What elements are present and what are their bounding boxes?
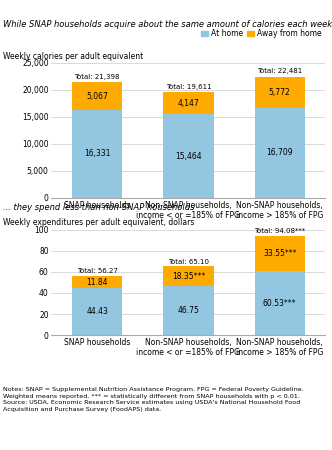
Legend: At home, Away from home: At home, Away from home	[198, 26, 324, 41]
Bar	[72, 82, 122, 110]
Bar	[163, 266, 213, 286]
Text: ... they spend less than non-SNAP households: ... they spend less than non-SNAP househ…	[3, 202, 195, 211]
Bar	[163, 286, 213, 335]
Bar	[163, 92, 213, 114]
Text: Weekly calories per adult equivalent: Weekly calories per adult equivalent	[3, 52, 143, 61]
Text: 4,147: 4,147	[178, 99, 199, 108]
Text: 5,067: 5,067	[86, 92, 108, 101]
Text: Notes: SNAP = Supplemental Nutrition Assistance Program. FPG = Federal Poverty G: Notes: SNAP = Supplemental Nutrition Ass…	[3, 387, 304, 412]
Text: 16,331: 16,331	[84, 149, 110, 158]
Bar	[255, 76, 305, 108]
Text: Total: 65.10: Total: 65.10	[168, 259, 209, 265]
Bar	[255, 236, 305, 271]
Text: 11.84: 11.84	[86, 278, 108, 287]
Text: Total: 21,398: Total: 21,398	[74, 74, 120, 80]
Text: Total: 19,611: Total: 19,611	[166, 84, 211, 90]
Text: 5,772: 5,772	[269, 88, 290, 97]
Text: Total: 94.08***: Total: 94.08***	[254, 228, 305, 234]
Text: 44.43: 44.43	[86, 307, 108, 316]
Bar	[255, 271, 305, 335]
Text: Total: 22,481: Total: 22,481	[257, 68, 302, 74]
Bar	[72, 276, 122, 288]
Text: 33.55***: 33.55***	[263, 249, 296, 258]
Text: 18.35***: 18.35***	[172, 272, 205, 281]
Bar	[163, 114, 213, 198]
Text: 46.75: 46.75	[178, 306, 199, 315]
Text: Total: 56.27: Total: 56.27	[77, 268, 118, 274]
Bar	[255, 108, 305, 198]
Text: While SNAP households acquire about the same amount of calories each week ...: While SNAP households acquire about the …	[3, 20, 332, 29]
Bar	[72, 110, 122, 198]
Text: Weekly expenditures per adult equivalent, dollars: Weekly expenditures per adult equivalent…	[3, 218, 195, 227]
Bar	[72, 288, 122, 335]
Text: 16,709: 16,709	[266, 148, 293, 157]
Text: 60.53***: 60.53***	[263, 299, 296, 308]
Text: 15,464: 15,464	[175, 152, 202, 161]
